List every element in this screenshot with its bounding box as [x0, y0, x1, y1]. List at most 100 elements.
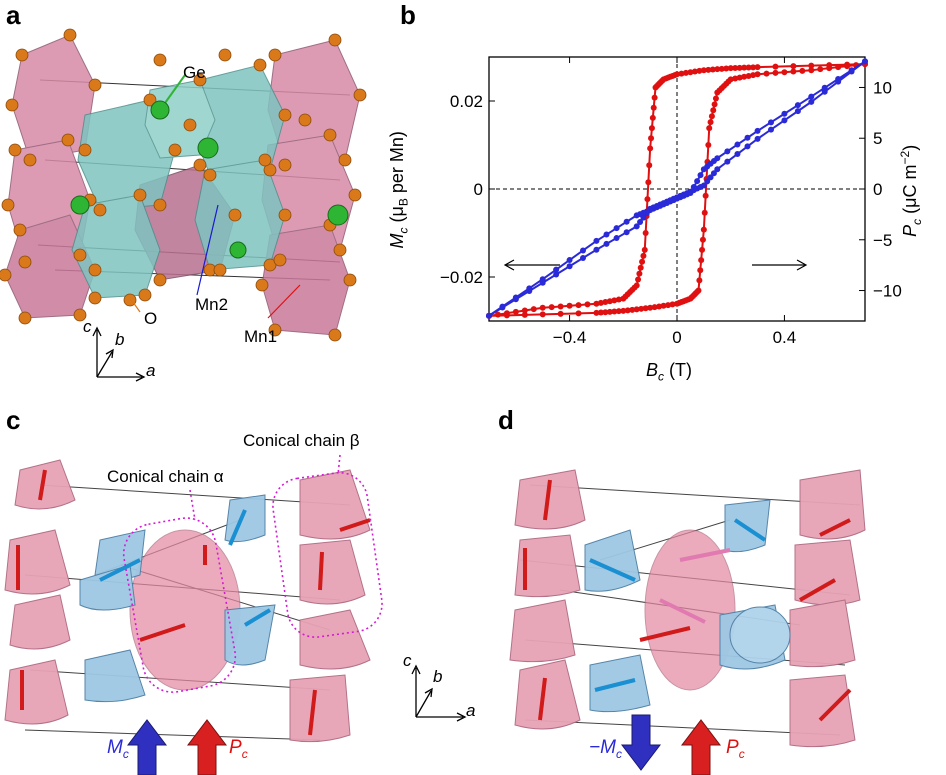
pc-point: [754, 71, 761, 78]
pc-point: [530, 306, 537, 313]
x-tick-label: 0: [672, 328, 681, 347]
mc-point: [714, 166, 721, 173]
pc-point: [648, 135, 655, 142]
x-tick-label: −0.4: [553, 328, 587, 347]
pc-point: [678, 70, 685, 77]
pc-point: [651, 94, 658, 101]
pc-point: [701, 209, 708, 216]
pc-point: [723, 65, 730, 72]
legend-pc-d: Pc: [726, 737, 745, 761]
pc-up-arrow-d: [680, 719, 722, 775]
pc-point: [602, 299, 609, 306]
y2-tick-label: −10: [873, 282, 902, 301]
mc-point: [781, 110, 788, 117]
pc-point: [656, 303, 663, 310]
mc-point: [580, 247, 586, 254]
mc-point: [566, 257, 573, 264]
pc-point: [697, 267, 704, 274]
pc-point: [710, 107, 717, 114]
mn2-polyhedra: [71, 64, 286, 299]
pc-point: [799, 67, 806, 74]
pc-point: [709, 66, 716, 73]
mc-point: [526, 285, 533, 292]
pc-point: [597, 309, 604, 316]
mc-point: [744, 134, 751, 141]
mc-point: [704, 178, 711, 185]
mc-point: [781, 117, 788, 124]
pc-point: [602, 309, 609, 316]
mc-point: [694, 178, 701, 185]
legend-mc-d: −Mc: [589, 737, 622, 761]
pc-point: [763, 70, 770, 77]
pc-point: [699, 236, 706, 243]
axis-c-a-label: a: [466, 701, 476, 720]
axis-c-b-label: b: [433, 667, 443, 686]
pc-point: [639, 258, 646, 265]
pc-point: [835, 64, 842, 71]
pc-point: [644, 196, 651, 203]
pc-point: [637, 264, 644, 271]
pc-point: [615, 308, 622, 315]
pc-point: [741, 64, 748, 71]
pc-point: [611, 308, 618, 315]
x-tick-label: 0.4: [773, 328, 797, 347]
mc-point: [539, 276, 546, 283]
pc-point: [548, 304, 555, 311]
pc-point: [557, 310, 564, 317]
axis-triad-a: [92, 326, 146, 382]
mc-point: [593, 246, 600, 253]
pc-point: [727, 76, 734, 83]
mc-point: [700, 166, 707, 173]
cyan-spin-arrows-c: [99, 509, 272, 627]
pc-point: [711, 101, 718, 108]
pc-point: [512, 308, 519, 315]
pc-point: [606, 308, 613, 315]
pc-point: [494, 311, 501, 318]
mc-point: [566, 263, 573, 270]
pc-point: [649, 114, 656, 121]
mc-point: [593, 237, 600, 244]
pc-point: [696, 67, 703, 74]
mc-point: [512, 294, 519, 301]
x-axis-title: Bc (T): [646, 360, 692, 384]
pc-point: [808, 62, 815, 69]
pc-point: [750, 72, 757, 79]
mc-point: [768, 126, 774, 133]
mc-point: [862, 58, 868, 65]
y-tick-label: 0.02: [450, 92, 483, 111]
pc-point: [584, 301, 591, 308]
mc-point: [623, 229, 630, 236]
pc-point: [754, 64, 761, 71]
pc-point: [817, 66, 824, 73]
pc-point: [790, 63, 797, 70]
mc-point: [768, 119, 774, 126]
pc-point: [708, 113, 715, 120]
pc-up-arrow: [186, 719, 228, 775]
pc-point: [687, 69, 694, 76]
mc-point: [707, 174, 714, 181]
pink-cones-d: [509, 469, 866, 748]
y2-tick-label: 5: [873, 129, 882, 148]
direction-arrows: [503, 259, 808, 271]
y2-tick-label: 10: [873, 78, 892, 97]
pc-point: [593, 300, 600, 307]
mc-point: [613, 225, 620, 232]
axis-a-c-label: c: [83, 317, 92, 336]
mc-down-arrow: [620, 714, 662, 771]
chain-beta-label: Conical chain β: [243, 431, 360, 450]
pc-point: [652, 84, 659, 91]
y-tick-label: 0: [474, 180, 483, 199]
pc-point: [699, 246, 706, 253]
pc-point: [736, 74, 743, 81]
pc-point: [642, 230, 649, 236]
mc-point: [835, 76, 842, 82]
pc-point: [624, 307, 631, 314]
mc-point: [700, 182, 707, 189]
pc-point: [682, 69, 689, 76]
pc-point: [620, 295, 627, 302]
axis-c-c-label: c: [403, 651, 412, 670]
pc-point: [633, 306, 640, 313]
pc-point: [620, 307, 627, 314]
